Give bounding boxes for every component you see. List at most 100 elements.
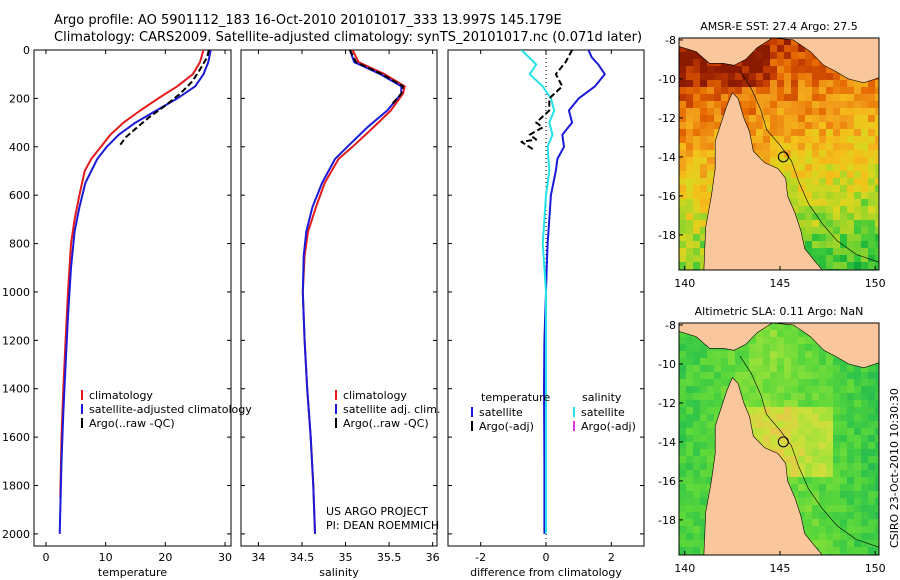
sst-map-cell [840, 94, 847, 101]
sst-map-cell [693, 192, 700, 199]
sst-map-cell [805, 136, 812, 143]
sla-map-cell [763, 386, 770, 393]
sla-map-cell [868, 533, 875, 540]
sla-map-cell [777, 365, 784, 372]
sst-map-cell [679, 129, 686, 136]
sla-map-cell [812, 526, 819, 533]
sla-map-cell [721, 351, 728, 358]
sst-map-cell [749, 59, 756, 66]
sst-map-cell [861, 87, 868, 94]
sst-map-cell [686, 122, 693, 129]
sla-map-cell [875, 386, 879, 393]
sst-map-cell [679, 157, 686, 164]
sst-map-cell [686, 220, 693, 227]
sla-map-cell [875, 414, 879, 421]
sst-map-cell [700, 262, 707, 269]
sst-map-cell [875, 143, 879, 150]
sla-map-cell [763, 358, 770, 365]
sst-map-cell [756, 52, 763, 59]
sla-map-cell [812, 407, 819, 414]
sla-map-cell [861, 428, 868, 435]
sst-map-cell [819, 262, 826, 269]
sla-map-cell [770, 386, 777, 393]
sla-map-cell [686, 344, 693, 351]
difference-series-0 [543, 50, 606, 534]
sst-map-cell [805, 220, 812, 227]
sst-map-cell [784, 108, 791, 115]
sla-map-cell [763, 428, 770, 435]
sla-map-cell [840, 449, 847, 456]
sla-map-cell [840, 456, 847, 463]
sst-map-cell [693, 101, 700, 108]
sst-map-cell [693, 206, 700, 213]
sla-map-cell [854, 477, 861, 484]
sla-map-cell [707, 414, 714, 421]
sst-map-cell [714, 73, 721, 80]
sst-map-cell [770, 115, 777, 122]
sst-map-cell [826, 248, 833, 255]
figure-title: Argo profile: AO 5901112_183 16-Oct-2010… [54, 13, 562, 28]
sst-map-cell [721, 101, 728, 108]
sla-map-cell [770, 358, 777, 365]
sst-map-cell [784, 136, 791, 143]
sla-map-cell [875, 505, 879, 512]
sst-map-cell [700, 241, 707, 248]
sst-map-cell [875, 262, 879, 269]
sla-map-cell [840, 379, 847, 386]
sst-map-cell [679, 94, 686, 101]
sst-map-cell [840, 122, 847, 129]
sla-map-cell [686, 512, 693, 519]
sst-map-cell [749, 66, 756, 73]
sla-map-cell [784, 442, 791, 449]
sla-map-cell [805, 400, 812, 407]
sla-map-cell [819, 435, 826, 442]
sst-map-cell [826, 66, 833, 73]
sla-map-cell [840, 519, 847, 526]
sla-map-cell [798, 435, 805, 442]
sst-map-cell [707, 171, 714, 178]
sst-map-cell [819, 178, 826, 185]
sla-map-cell [770, 351, 777, 358]
sla-map-cell [693, 351, 700, 358]
sla-map-cell [679, 463, 686, 470]
sst-map-cell [693, 108, 700, 115]
sst-map-cell [826, 178, 833, 185]
sst-map-cell [854, 94, 861, 101]
sst-map-cell [700, 101, 707, 108]
sst-map-cell [777, 52, 784, 59]
sla-map-cell [798, 330, 805, 337]
sst-map-xtick-label: 140 [674, 277, 695, 290]
sla-map-cell [679, 547, 686, 554]
sla-map-cell [875, 484, 879, 491]
sst-map-cell [840, 234, 847, 241]
sla-map-cell [679, 540, 686, 547]
sst-map-cell [777, 101, 784, 108]
sla-map-cell [805, 358, 812, 365]
sst-map-cell [784, 59, 791, 66]
sst-map-cell [812, 164, 819, 171]
sst-map-cell [721, 73, 728, 80]
sla-map-cell [812, 442, 819, 449]
sst-map-cell [791, 94, 798, 101]
sla-map-cell [840, 407, 847, 414]
sst-map-cell [875, 108, 879, 115]
sla-map-cell [679, 421, 686, 428]
sla-map-cell [700, 449, 707, 456]
sla-map-cell [749, 414, 756, 421]
sla-map-cell [861, 526, 868, 533]
sla-map-cell [686, 421, 693, 428]
sst-map-cell [679, 262, 686, 269]
sla-map-cell [721, 365, 728, 372]
sla-map-cell [700, 526, 707, 533]
sla-map-cell [868, 442, 875, 449]
sla-map-cell [861, 505, 868, 512]
sst-map-cell [756, 122, 763, 129]
sla-map-cell [784, 365, 791, 372]
sst-map-cell [847, 80, 854, 87]
sst-map-cell [798, 45, 805, 52]
sla-map-cell [756, 330, 763, 337]
sla-map-cell [854, 512, 861, 519]
sst-map-cell [840, 87, 847, 94]
sst-map-cell [840, 164, 847, 171]
sst-map-cell [791, 178, 798, 185]
